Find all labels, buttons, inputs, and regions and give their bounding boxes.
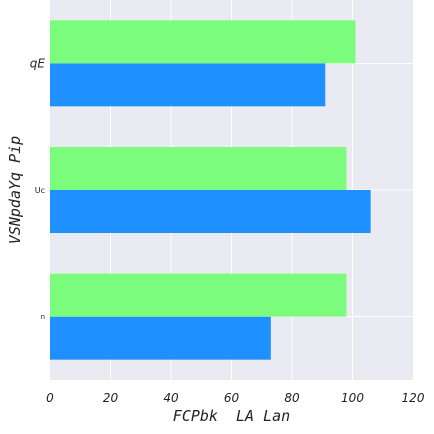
bar-n-series-1 bbox=[50, 316, 271, 360]
x-axis-label: FCPbk LA Lan bbox=[173, 407, 290, 425]
x-tick-label: 100 bbox=[341, 391, 364, 405]
bar-n-series-2 bbox=[50, 273, 347, 317]
x-tick-label: 60 bbox=[224, 391, 240, 405]
y-tick-label: qE bbox=[30, 57, 46, 71]
bar-qE-series-2 bbox=[50, 20, 356, 64]
bar-Uc-series-2 bbox=[50, 147, 347, 190]
y-tick-label: Uc bbox=[35, 186, 45, 195]
bars bbox=[50, 20, 371, 360]
y-tick-label: n bbox=[41, 313, 45, 321]
tick-labels: 0 20 40 60 80 100 120 qE Uc n bbox=[30, 57, 425, 405]
x-tick-label: 20 bbox=[103, 391, 119, 405]
y-axis-label: VSNpdaYq Pip bbox=[6, 136, 24, 244]
x-tick-label: 120 bbox=[402, 391, 425, 405]
x-tick-label: 80 bbox=[284, 391, 300, 405]
x-tick-label: 0 bbox=[46, 391, 54, 405]
bar-Uc-series-1 bbox=[50, 190, 371, 233]
bar-qE-series-1 bbox=[50, 63, 326, 107]
x-tick-label: 40 bbox=[163, 391, 179, 405]
